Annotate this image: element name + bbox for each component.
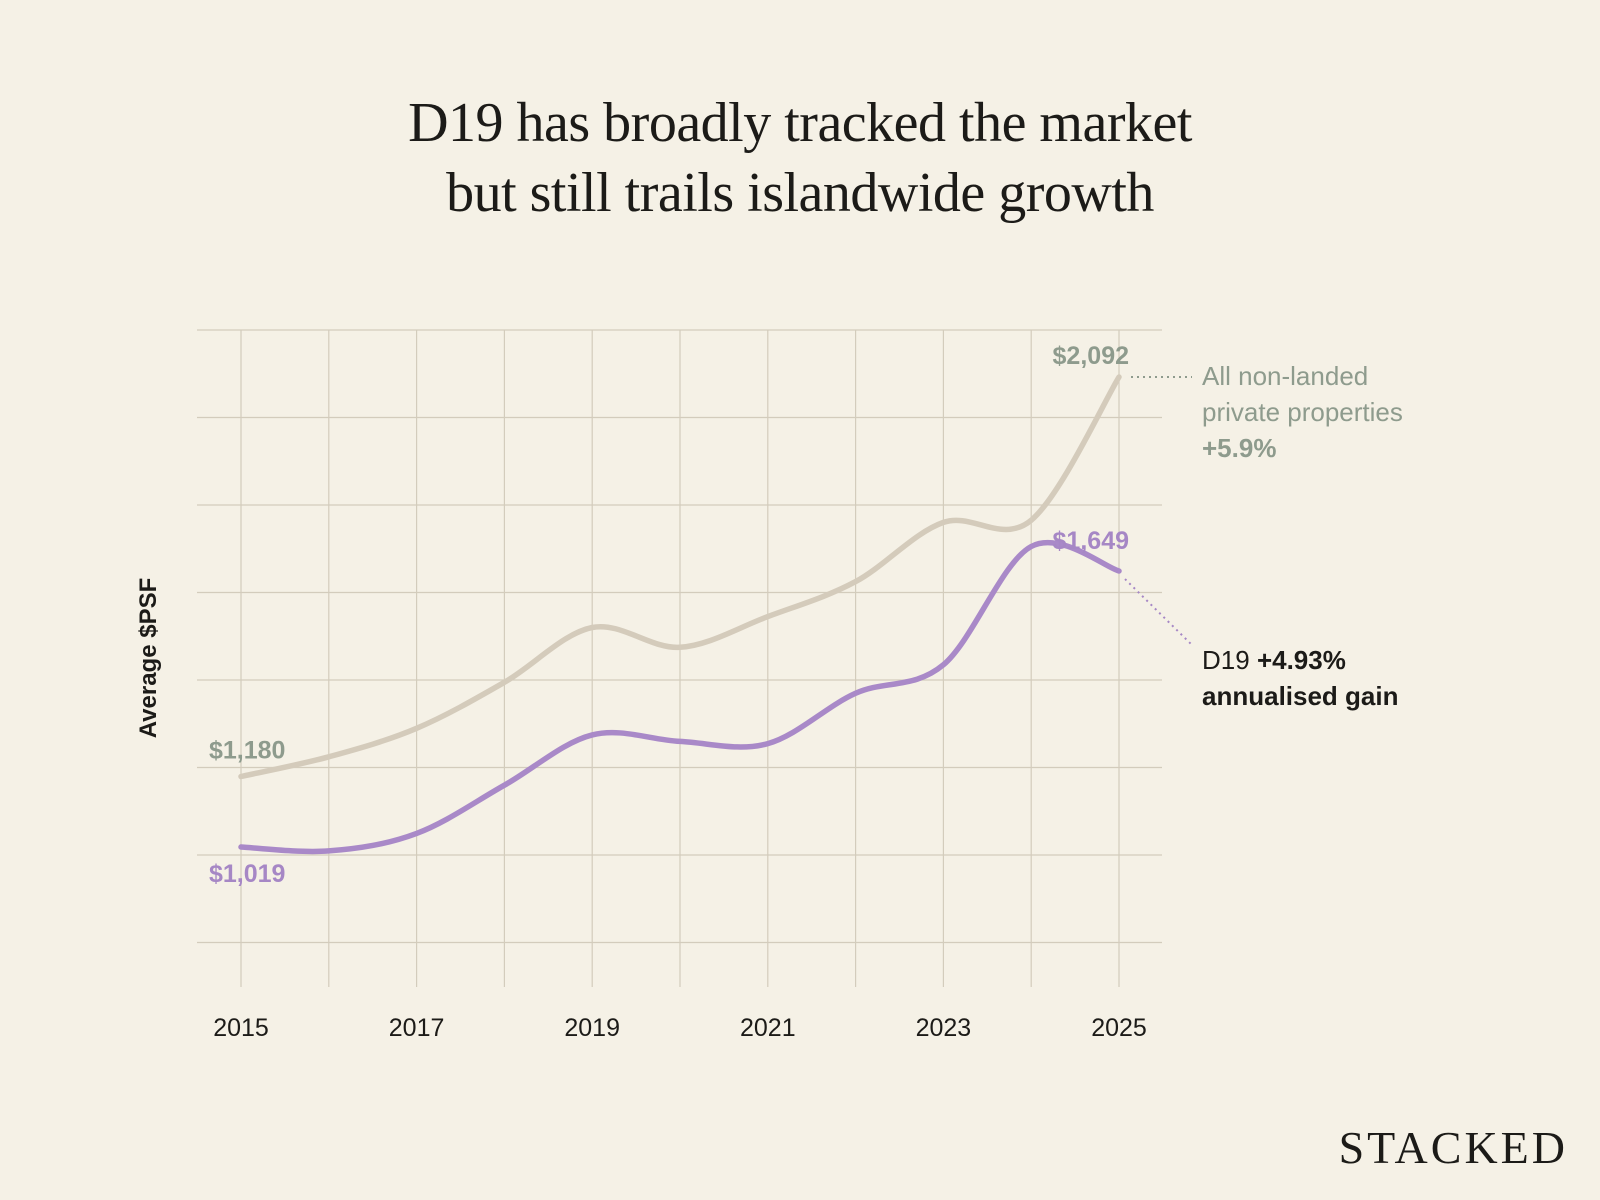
series-lines	[238, 374, 1122, 855]
title-line-1: D19 has broadly tracked the market	[408, 92, 1192, 154]
point-labels: $1,180 $2,092 $1,019 $1,649	[209, 342, 1129, 888]
chart-title: D19 has broadly tracked the market but s…	[0, 88, 1600, 228]
legend-all-line-1: All non-landed	[1202, 361, 1369, 391]
legend-all-pct: +5.9%	[1202, 433, 1277, 463]
label-d19-start: $1,019	[209, 860, 285, 888]
x-tick-2015: 2015	[213, 1014, 269, 1042]
label-d19-end: $1,649	[1053, 527, 1129, 555]
x-tick-2019: 2019	[564, 1014, 620, 1042]
title-line-2: but still trails islandwide growth	[446, 162, 1154, 224]
legend-d19: D19 +4.93% annualised gain	[1202, 642, 1399, 714]
legend-connectors	[1124, 376, 1193, 646]
label-all-end: $2,092	[1053, 342, 1129, 370]
brand-logo: STACKED	[1338, 1122, 1568, 1173]
x-tick-2017: 2017	[389, 1014, 445, 1042]
x-tick-labels: 2015 2017 2019 2021 2023 2025	[213, 1014, 1147, 1042]
grid	[197, 329, 1162, 987]
x-tick-2023: 2023	[916, 1014, 972, 1042]
legend-all-non-landed: All non-landed private properties +5.9%	[1202, 358, 1403, 466]
legend-all-line-2: private properties	[1202, 397, 1403, 427]
x-tick-2025: 2025	[1091, 1014, 1147, 1042]
legend-d19-name: D19	[1202, 645, 1250, 675]
x-tick-2021: 2021	[740, 1014, 796, 1042]
label-all-start: $1,180	[209, 736, 285, 764]
connector-d19	[1124, 578, 1193, 646]
legend-d19-pct: +4.93%	[1256, 645, 1346, 675]
y-axis-label: Average $PSF	[135, 578, 162, 739]
legend-d19-gain: annualised gain	[1202, 681, 1399, 711]
series-line-all-non-landed	[238, 374, 1122, 780]
series-line-d19	[238, 539, 1122, 855]
